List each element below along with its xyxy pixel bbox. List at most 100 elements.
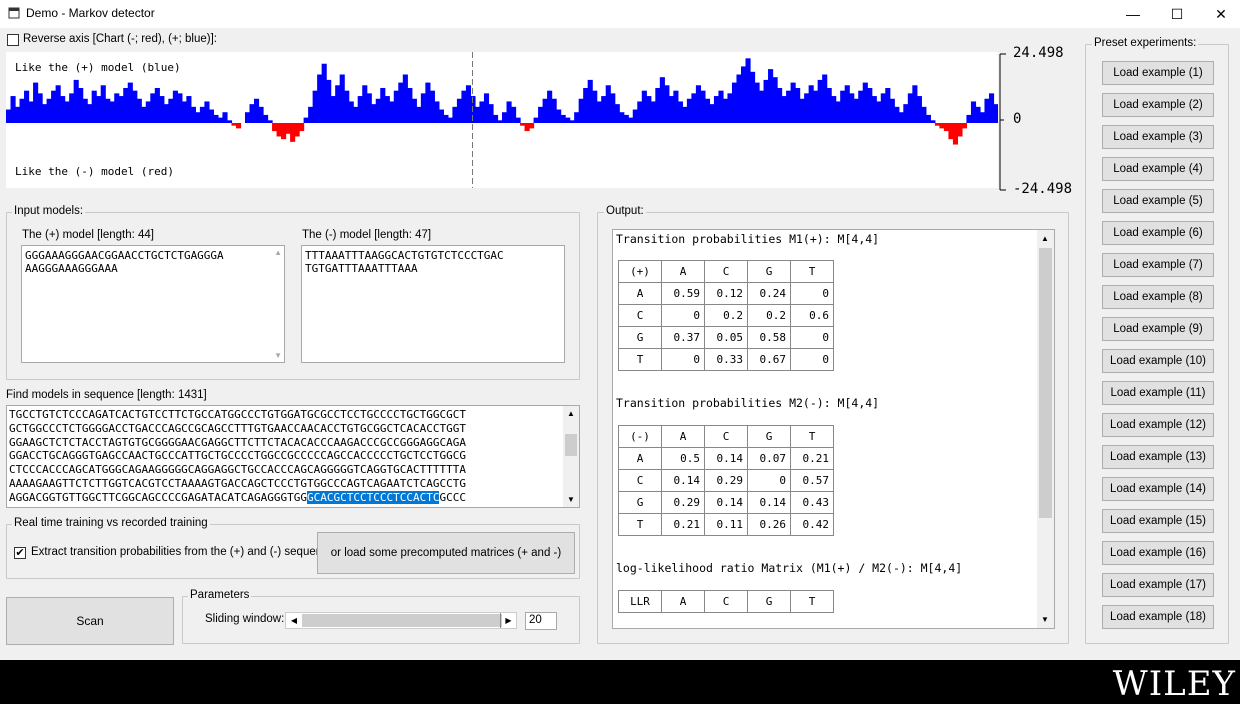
app-icon: [8, 7, 20, 19]
sequence-line: AAAAGAAGTTCTCTTGGTCACGTCCTAAAAGTGACCAGCT…: [9, 476, 466, 490]
scan-button[interactable]: Scan: [6, 597, 174, 645]
sequence-line: GGAAGCTCTCTACCTAGTGTGCGGGGAACGAGGCTTCTTC…: [9, 435, 466, 449]
load-example-button-14[interactable]: Load example (14): [1102, 477, 1214, 501]
load-example-button-11[interactable]: Load example (11): [1102, 381, 1214, 405]
output-scrollbar[interactable]: ▲ ▼: [1037, 230, 1054, 628]
minimize-button[interactable]: —: [1110, 0, 1156, 28]
negative-bar: [294, 123, 300, 137]
close-button[interactable]: ✕: [1198, 0, 1240, 28]
load-matrices-button[interactable]: or load some precomputed matrices (+ and…: [317, 532, 575, 574]
positive-bar: [64, 101, 70, 123]
load-example-button-15[interactable]: Load example (15): [1102, 509, 1214, 533]
load-example-button-1[interactable]: Load example (1): [1102, 61, 1214, 85]
positive-bar: [745, 58, 751, 123]
matrix-row-label: G: [618, 326, 662, 349]
sequence-input[interactable]: TGCCTGTCTCCCAGATCACTGTCCTTCTGCCATGGCCCTG…: [6, 405, 580, 508]
matrix-row: A 0.59 0.12 0.24 0: [618, 282, 834, 305]
load-example-button-3[interactable]: Load example (3): [1102, 125, 1214, 149]
positive-bar: [885, 87, 891, 123]
positive-bar: [42, 104, 48, 123]
positive-bar: [150, 93, 156, 123]
positive-bar: [452, 106, 458, 123]
load-example-button-16[interactable]: Load example (16): [1102, 541, 1214, 565]
output-textbox[interactable]: Transition probabilities M1(+): M[4,4] (…: [612, 229, 1055, 629]
positive-bar: [777, 87, 783, 123]
slider-thumb[interactable]: [302, 614, 502, 627]
load-example-button-6[interactable]: Load example (6): [1102, 221, 1214, 245]
reverse-axis-label: Reverse axis [Chart (-; red), (+; blue)]…: [23, 33, 217, 45]
window-size-input[interactable]: 20: [525, 612, 557, 630]
positive-bar: [371, 104, 377, 123]
parameters-legend: Parameters: [188, 589, 252, 601]
positive-bar: [713, 96, 720, 123]
positive-bar: [853, 98, 859, 123]
positive-bar: [731, 82, 738, 123]
matrix-cell: 0.2: [747, 304, 791, 327]
positive-bar: [407, 87, 413, 123]
scroll-right-icon[interactable]: ▶: [500, 613, 516, 628]
minus-model-label: The (-) model [length: 47]: [302, 229, 432, 241]
matrix-cell: 0: [790, 326, 834, 349]
load-example-button-13[interactable]: Load example (13): [1102, 445, 1214, 469]
positive-bar: [483, 93, 490, 123]
load-example-button-2[interactable]: Load example (2): [1102, 93, 1214, 117]
load-example-button-8[interactable]: Load example (8): [1102, 285, 1214, 309]
sequence-line-last: AGGACGGTGTTGGCTTCGGCAGCCCCGAGATACATCAGAG…: [9, 490, 466, 505]
load-example-button-4[interactable]: Load example (4): [1102, 157, 1214, 181]
positive-bar: [763, 79, 769, 123]
positive-bar: [461, 90, 467, 123]
chart-svg: [6, 52, 998, 188]
positive-bar: [195, 112, 201, 123]
positive-bar: [326, 79, 332, 123]
scroll-up-icon[interactable]: ▲: [567, 409, 575, 418]
positive-bar: [659, 77, 665, 123]
training-legend: Real time training vs recorded training: [12, 517, 210, 529]
load-example-button-12[interactable]: Load example (12): [1102, 413, 1214, 437]
matrix-row: T 0 0.33 0.67 0: [618, 348, 834, 371]
load-example-button-9[interactable]: Load example (9): [1102, 317, 1214, 341]
positive-bar: [511, 106, 517, 123]
load-example-button-10[interactable]: Load example (10): [1102, 349, 1214, 373]
scroll-down-icon[interactable]: ▼: [567, 495, 575, 504]
scroll-left-icon[interactable]: ◀: [290, 616, 298, 625]
positive-bar: [677, 101, 683, 123]
positive-bar: [614, 104, 620, 123]
parameters-group: [182, 596, 580, 644]
positive-bar: [772, 77, 778, 123]
y-max-label: 24.498: [1013, 45, 1064, 61]
load-example-button-18[interactable]: Load example (18): [1102, 605, 1214, 629]
reverse-axis-checkbox[interactable]: [7, 34, 19, 46]
plus-model-input[interactable]: GGGAAAGGGAACGGAACCTGCTCTGAGGGA AAGGGAAAG…: [21, 245, 285, 363]
positive-bar: [759, 90, 765, 123]
matrix-header-cell: G: [747, 590, 791, 613]
positive-bar: [141, 106, 147, 123]
positive-bar: [664, 85, 670, 123]
load-example-button-17[interactable]: Load example (17): [1102, 573, 1214, 597]
extract-checkbox[interactable]: ✔: [14, 547, 26, 559]
scroll-thumb[interactable]: [565, 434, 577, 456]
scroll-up-icon[interactable]: ▲: [1041, 234, 1049, 243]
scroll-thumb[interactable]: [1039, 248, 1052, 518]
positive-bar: [691, 93, 697, 123]
positive-bar: [790, 82, 796, 123]
matrix-cell: 0.33: [704, 348, 748, 371]
load-example-button-5[interactable]: Load example (5): [1102, 189, 1214, 213]
positive-bar: [217, 117, 224, 123]
minus-model-input[interactable]: TTTAAATTTAAGGCACTGTGTCTCCCTGAC TGTGATTTA…: [301, 245, 565, 363]
positive-bar: [46, 98, 52, 123]
maximize-button[interactable]: ☐: [1154, 0, 1200, 28]
positive-bar: [722, 98, 729, 123]
load-example-button-7[interactable]: Load example (7): [1102, 253, 1214, 277]
positive-bar: [213, 114, 219, 123]
positive-bar: [263, 114, 269, 123]
positive-bar: [226, 120, 233, 123]
m2-title: Transition probabilities M2(-): M[4,4]: [616, 396, 880, 410]
publisher-logo: WILEY: [1112, 664, 1236, 704]
sequence-scrollbar[interactable]: ▲ ▼: [563, 406, 579, 507]
scroll-down-icon[interactable]: ▼: [1041, 615, 1049, 624]
sliding-window-scrollbar[interactable]: ◀ ▶: [285, 612, 517, 629]
signal-chart: Like the (+) model (blue) Like the (-) m…: [6, 52, 998, 188]
footer-bar: [0, 660, 1240, 704]
positive-bar: [6, 109, 12, 123]
positive-bar: [619, 112, 625, 123]
